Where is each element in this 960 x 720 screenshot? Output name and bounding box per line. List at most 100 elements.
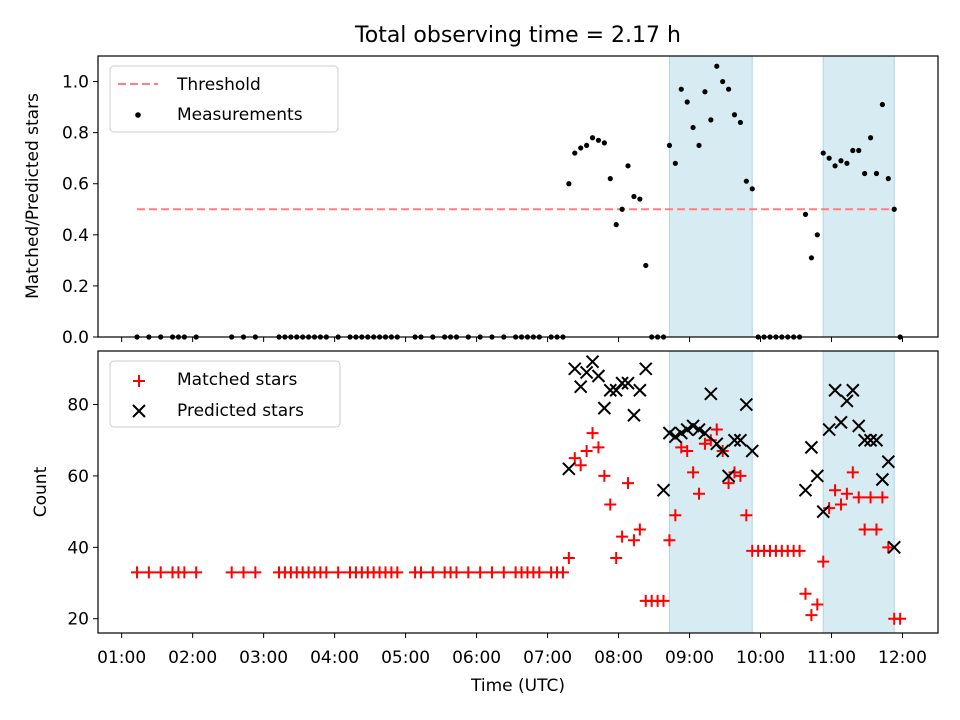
matched-star-point	[225, 566, 238, 579]
measurement-point	[672, 160, 678, 166]
matched-star-point	[734, 469, 747, 482]
matched-star-point	[556, 566, 569, 579]
measurement-point	[666, 142, 673, 149]
predicted-star-point	[881, 454, 896, 469]
predicted-star-point	[686, 419, 700, 433]
matched-star-point	[474, 566, 487, 579]
matched-star-point	[894, 612, 907, 625]
matched-star-point	[562, 552, 575, 565]
top-ytick-label: 0.0	[62, 328, 89, 348]
xtick-label: 06:00	[452, 648, 501, 668]
predicted-star-point	[668, 429, 683, 444]
predicted-star-point	[680, 422, 694, 437]
matched-star-point	[710, 423, 723, 436]
predicted-star-point	[798, 483, 813, 497]
predicted-star-point	[591, 369, 606, 383]
matched-star-point	[391, 566, 404, 579]
xtick-label: 01:00	[97, 648, 146, 668]
predicted-star-point	[615, 376, 629, 390]
matched-star-point	[817, 555, 830, 568]
predicted-star-point	[674, 426, 688, 440]
matched-star-point	[840, 487, 853, 500]
predicted-star-point	[692, 422, 706, 437]
predicted-star-point	[822, 422, 836, 437]
bottom-ytick-label: 60	[67, 467, 89, 487]
measurement-point	[708, 117, 714, 123]
measurement-point	[584, 142, 590, 149]
observing-window	[668, 55, 753, 338]
measurement-point	[838, 158, 844, 164]
matched-star-point	[633, 523, 646, 536]
matched-star-point	[852, 491, 865, 504]
measurement-point	[643, 262, 649, 269]
measurement-point	[631, 193, 637, 200]
matched-star-point	[568, 452, 581, 465]
measurement-point	[613, 222, 619, 228]
top-ytick-label: 0.6	[62, 175, 89, 195]
matched-star-point	[740, 509, 753, 522]
matched-star-point	[864, 491, 877, 504]
predicted-star-point	[639, 362, 653, 376]
predicted-star-point	[715, 444, 730, 458]
xtick-label: 09:00	[665, 648, 714, 668]
measurement-point	[566, 181, 572, 187]
matched-star-point	[858, 523, 871, 536]
matched-star-point	[693, 487, 706, 500]
measurement-point	[820, 150, 826, 156]
predicted-star-point	[875, 472, 890, 487]
matched-star-point	[811, 598, 824, 611]
matched-star-point	[681, 444, 694, 457]
matched-star-point	[598, 469, 611, 482]
top-ytick-label: 0.8	[62, 124, 89, 144]
measurement-point	[802, 211, 809, 217]
xtick-label: 05:00	[381, 648, 430, 668]
matched-star-point	[704, 434, 717, 447]
xtick-label: 04:00	[310, 648, 359, 668]
measurement-point	[844, 160, 850, 166]
predicted-star-point	[846, 383, 860, 397]
predicted-star-point	[627, 408, 641, 422]
legend-measurement-swatch	[135, 112, 141, 118]
measurement-point	[678, 86, 684, 92]
bottom-ylabel: Count	[31, 466, 51, 517]
top-ylabel: Matched/Predicted stars	[23, 93, 43, 299]
xtick-label: 07:00	[523, 648, 572, 668]
matched-star-point	[580, 444, 593, 457]
measurement-point	[619, 206, 625, 212]
matched-star-point	[829, 484, 842, 497]
matched-star-point	[834, 498, 847, 511]
measurement-point	[637, 196, 643, 202]
predicted-star-point	[804, 440, 819, 455]
predicted-star-point	[852, 419, 866, 433]
matched-star-point	[586, 427, 599, 440]
predicted-star-point	[739, 397, 754, 412]
measurement-point	[731, 112, 738, 118]
measurement-point	[867, 135, 874, 141]
measurement-point	[684, 99, 690, 105]
matched-star-point	[616, 530, 629, 543]
matched-star-point	[154, 566, 167, 579]
matched-star-point	[722, 477, 735, 490]
matched-star-point	[332, 566, 345, 579]
predicted-star-point	[828, 383, 842, 397]
matched-star-point	[237, 566, 250, 579]
matched-star-point	[622, 477, 635, 490]
measurement-point	[743, 178, 749, 184]
measurement-point	[879, 101, 885, 108]
matched-star-point	[574, 459, 587, 472]
matched-star-point	[485, 566, 498, 579]
predicted-star-point	[662, 426, 677, 440]
predicted-star-point	[810, 469, 825, 483]
matched-star-point	[823, 502, 836, 515]
measurement-point	[891, 206, 897, 212]
matched-star-point	[533, 566, 546, 579]
matched-star-point	[604, 498, 617, 511]
observing-window	[668, 350, 753, 634]
predicted-star-point	[633, 383, 647, 397]
measurement-point	[850, 147, 856, 154]
matched-star-point	[627, 534, 640, 547]
bottom-panel: 20 40 60 80 01:00 02:00 03:00 04:00 05:00 06:00 0…	[31, 350, 939, 668]
xtick-label: 12:00	[878, 648, 927, 668]
bottom-legend: Matched stars Predicted stars	[109, 360, 341, 428]
